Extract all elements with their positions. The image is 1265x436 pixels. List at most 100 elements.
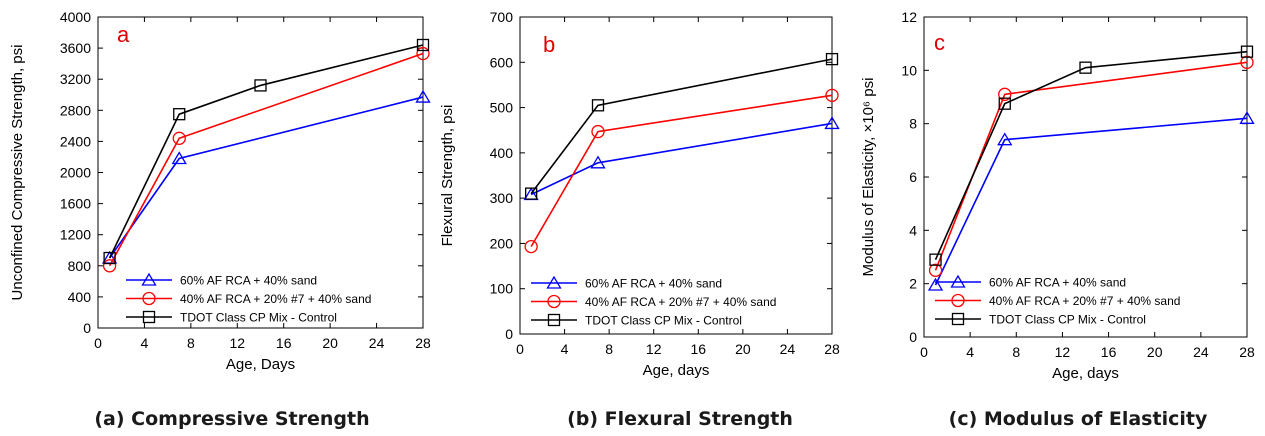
legend-label: 40% AF RCA + 20% #7 + 40% sand xyxy=(989,294,1180,308)
series-line xyxy=(108,44,424,259)
y-tick-label: 0 xyxy=(505,326,513,342)
data-point xyxy=(928,263,943,277)
data-point xyxy=(416,46,430,61)
y-tick-label: 2400 xyxy=(60,133,91,149)
y-tick-label: 4000 xyxy=(60,9,91,25)
data-point xyxy=(102,259,117,273)
y-tick-label: 700 xyxy=(490,9,514,25)
data-point xyxy=(591,124,605,139)
data-point xyxy=(997,132,1013,146)
series-line xyxy=(530,94,833,248)
legend-marker xyxy=(142,310,156,324)
y-tick-label: 0 xyxy=(909,329,917,345)
y-tick-label: 500 xyxy=(490,100,514,116)
x-tick-label: 4 xyxy=(966,344,974,360)
data-point xyxy=(590,155,606,169)
y-tick-label: 100 xyxy=(490,281,514,297)
x-tick-label: 0 xyxy=(94,335,102,351)
legend-marker xyxy=(141,272,157,286)
chart-panel-a: 0 4 8 12 16 20 24 28 0 400 800 1200 1600 2000 2400 2800… xyxy=(9,9,431,373)
x-tick-label: 28 xyxy=(1239,344,1255,360)
legend-marker xyxy=(546,275,562,289)
y-tick-label: 300 xyxy=(490,190,514,206)
legend-label: 40% AF RCA + 20% #7 + 40% sand xyxy=(585,295,776,309)
y-tick-label: 200 xyxy=(490,235,514,251)
y-tick-label: 4 xyxy=(909,222,917,238)
chart-panel-b: 0 4 8 12 16 20 24 28 0 100 200 300 400 500 600 700 Age, … xyxy=(439,9,840,379)
y-tick-label: 6 xyxy=(909,169,917,185)
y-tick-label: 2000 xyxy=(60,165,91,181)
panel-letter: a xyxy=(117,22,130,47)
data-point xyxy=(591,99,605,112)
y-tick-label: 1600 xyxy=(60,196,91,212)
legend-label: 60% AF RCA + 40% sand xyxy=(180,274,317,288)
x-tick-label: 4 xyxy=(561,341,569,357)
y-tick-label: 600 xyxy=(490,54,514,70)
x-tick-label: 4 xyxy=(141,335,149,351)
x-tick-label: 12 xyxy=(229,335,245,351)
data-point xyxy=(998,87,1012,101)
series-line xyxy=(108,52,424,267)
y-tick-label: 0 xyxy=(83,320,91,336)
x-tick-label: 24 xyxy=(1193,344,1209,360)
data-point xyxy=(524,239,538,254)
y-tick-label: 10 xyxy=(901,62,917,78)
y-tick-label: 3600 xyxy=(60,40,91,56)
y-tick-label: 400 xyxy=(68,289,92,305)
data-point xyxy=(1079,61,1092,74)
series-line xyxy=(530,122,833,196)
legend: 60% AF RCA + 40% sand 40% AF RCA + 20% #7… xyxy=(935,274,1180,327)
data-point xyxy=(254,79,267,92)
series-line xyxy=(934,50,1248,260)
data-point xyxy=(524,187,538,200)
series-line xyxy=(934,61,1248,271)
x-tick-label: 8 xyxy=(605,341,613,357)
x-tick-label: 28 xyxy=(824,341,840,357)
data-point xyxy=(927,277,944,291)
figure-caption: (b) Flexural Strength xyxy=(567,408,793,430)
legend-marker xyxy=(951,293,965,308)
legend: 60% AF RCA + 40% sand 40% AF RCA + 20% #7… xyxy=(531,275,776,328)
y-tick-label: 12 xyxy=(901,9,917,25)
x-tick-label: 0 xyxy=(516,341,524,357)
y-axis-label: Modulus of Elasticity, ×10⁶ psi xyxy=(860,78,877,277)
x-axis-label: Age, days xyxy=(643,362,710,379)
figure-caption: (a) Compressive Strength xyxy=(94,408,369,430)
legend-label: 40% AF RCA + 20% #7 + 40% sand xyxy=(180,292,371,306)
panel-letter: b xyxy=(543,32,555,57)
plot-frame xyxy=(519,16,833,335)
x-tick-label: 16 xyxy=(276,335,292,351)
series-line xyxy=(108,96,424,259)
x-axis-label: Age, Days xyxy=(226,356,295,373)
x-tick-label: 12 xyxy=(1055,344,1071,360)
series-line xyxy=(530,58,833,195)
x-tick-label: 16 xyxy=(1101,344,1117,360)
series-line xyxy=(934,117,1248,286)
legend-label: 60% AF RCA + 40% sand xyxy=(585,277,722,291)
x-tick-label: 20 xyxy=(1147,344,1163,360)
y-axis-label: Unconfined Compressive Strength, psi xyxy=(9,45,26,301)
data-point xyxy=(172,131,186,145)
x-tick-label: 20 xyxy=(735,341,751,357)
x-tick-label: 0 xyxy=(920,344,928,360)
data-point xyxy=(824,116,840,130)
data-point xyxy=(103,251,116,265)
legend-marker xyxy=(950,274,966,288)
figure-caption: (c) Modulus of Elasticity xyxy=(949,408,1208,430)
x-axis-label: Age, days xyxy=(1052,365,1119,382)
legend-label: TDOT Class CP Mix - Control xyxy=(585,314,742,328)
x-tick-label: 12 xyxy=(646,341,662,357)
y-tick-label: 1200 xyxy=(60,227,91,243)
data-point xyxy=(171,151,187,165)
data-point xyxy=(929,253,942,266)
data-point xyxy=(1240,55,1254,69)
x-tick-label: 8 xyxy=(187,335,195,351)
y-tick-label: 2800 xyxy=(60,102,91,118)
data-point xyxy=(825,88,839,102)
legend: 60% AF RCA + 40% sand 40% AF RCA + 20% #7… xyxy=(126,272,371,325)
x-tick-label: 20 xyxy=(322,335,338,351)
x-tick-label: 28 xyxy=(415,335,431,351)
y-tick-label: 800 xyxy=(68,258,92,274)
